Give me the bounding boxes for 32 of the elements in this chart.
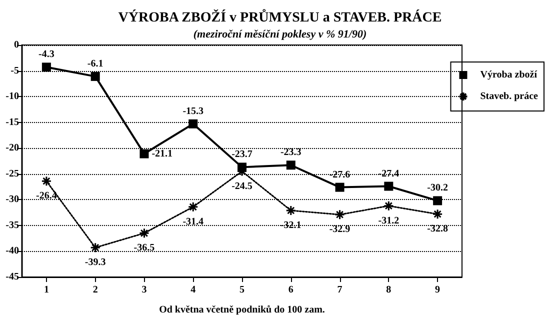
x-tick-label: 3 [142, 284, 147, 296]
data-label: -36.5 [134, 242, 155, 254]
legend-label: Výroba zboží [480, 70, 538, 80]
data-label: -21.1 [152, 148, 173, 160]
x-tick-label: 1 [44, 284, 49, 296]
x-tick-label: 5 [240, 284, 244, 296]
x-tick-label: 9 [435, 284, 440, 296]
data-label: -24.5 [232, 180, 252, 192]
data-label: -26.4 [36, 190, 57, 202]
data-label: -39.3 [84, 257, 106, 268]
data-label: -32.9 [329, 224, 350, 236]
x-tick-label: 6 [288, 284, 294, 296]
data-label: -4.3 [38, 49, 54, 60]
x-axis-title: Od května včetně podniků do 100 zam. [159, 304, 326, 316]
data-label: -30.2 [427, 182, 448, 194]
data-label: -31.4 [182, 216, 204, 228]
x-tick-label: 2 [92, 284, 98, 296]
y-tick-label: -10 [6, 91, 19, 102]
y-tick-label: -20 [6, 142, 19, 154]
x-tick-label: 4 [190, 284, 196, 296]
y-tick-label: -30 [6, 194, 19, 206]
data-label: -6.1 [87, 58, 104, 70]
chart-title: VÝROBA ZBOŽÍ v PRŮMYSLU a STAVEB. PRÁCE [118, 8, 442, 26]
data-label: -31.2 [378, 215, 400, 226]
data-label: -23.7 [232, 149, 252, 160]
x-tick-label: 7 [337, 284, 342, 296]
data-label: -15.3 [182, 106, 204, 117]
x-tick-label: 8 [386, 284, 392, 296]
chart-subtitle: (meziroční měsíční poklesy v % 91/90) [193, 28, 367, 40]
data-label: -23.3 [280, 147, 302, 158]
y-tick-label: -40 [6, 246, 19, 257]
legend-label: Staveb. práce [480, 91, 539, 102]
